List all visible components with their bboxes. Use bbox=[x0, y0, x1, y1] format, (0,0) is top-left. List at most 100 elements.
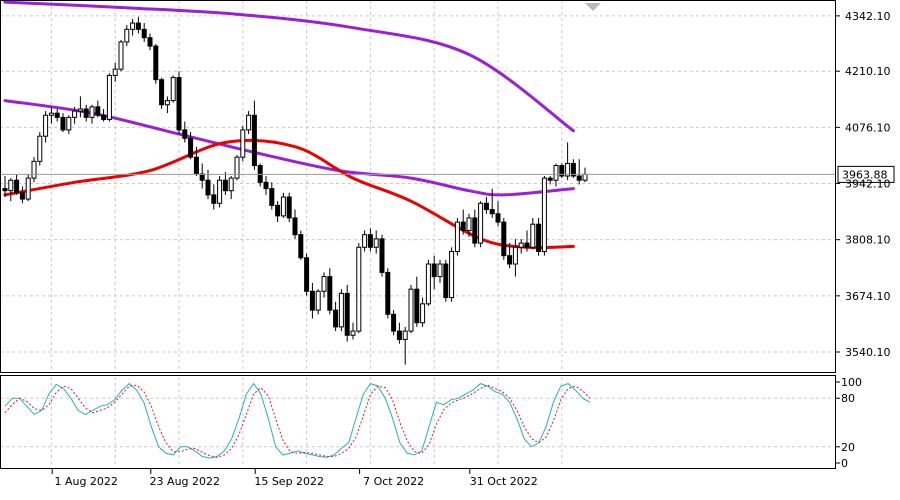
candle bbox=[373, 230, 379, 254]
candle bbox=[159, 77, 165, 109]
candle bbox=[118, 39, 124, 72]
candle bbox=[37, 132, 43, 166]
candle-body-up bbox=[518, 242, 524, 248]
stochastic-axis: 100 80 20 0 bbox=[836, 376, 862, 470]
candle bbox=[396, 322, 402, 344]
time-tick-label: 23 Aug 2022 bbox=[150, 475, 220, 488]
candle bbox=[164, 96, 170, 114]
candle bbox=[101, 108, 107, 122]
candle-body-up bbox=[164, 100, 170, 106]
candle-body-up bbox=[420, 303, 426, 324]
candle-body-up bbox=[402, 330, 408, 340]
candle-body-up bbox=[356, 246, 362, 332]
candle-body-down bbox=[14, 179, 20, 194]
candle-body-up bbox=[48, 112, 54, 116]
candle bbox=[170, 75, 176, 103]
candle bbox=[2, 176, 8, 197]
candle-body-down bbox=[391, 313, 397, 332]
candle-body-up bbox=[234, 156, 240, 179]
candle-body-up bbox=[321, 276, 327, 292]
candle-body-down bbox=[414, 288, 420, 324]
candle-body-down bbox=[60, 116, 66, 131]
candle-body-up bbox=[466, 217, 472, 232]
candle bbox=[362, 230, 368, 252]
price-tick-label: 4342.10 bbox=[845, 10, 891, 23]
candle bbox=[408, 284, 414, 334]
candle-body-up bbox=[315, 290, 321, 311]
candle-body-down bbox=[483, 202, 489, 211]
candle-body-up bbox=[425, 263, 431, 305]
current-price-layer: 3963.88 bbox=[0, 165, 895, 183]
candle-body-down bbox=[298, 234, 304, 259]
candle-body-down bbox=[101, 114, 107, 120]
candle bbox=[292, 209, 298, 239]
chart-shift-marker[interactable] bbox=[585, 3, 601, 11]
price-tick-label: 4210.10 bbox=[845, 65, 891, 78]
candle-body-down bbox=[83, 108, 89, 118]
candle bbox=[391, 310, 397, 336]
stoch-tick-label: 80 bbox=[841, 392, 855, 405]
candle bbox=[333, 301, 339, 332]
candle bbox=[89, 104, 95, 124]
candle bbox=[495, 201, 501, 227]
candle-body-down bbox=[576, 175, 582, 181]
candle bbox=[425, 259, 431, 306]
candle-body-down bbox=[396, 330, 402, 340]
candle-body-down bbox=[2, 188, 8, 192]
candle-body-up bbox=[72, 110, 78, 118]
candle bbox=[251, 100, 257, 170]
candle bbox=[553, 163, 559, 187]
candle bbox=[130, 18, 136, 36]
candle bbox=[414, 276, 420, 327]
candle-body-up bbox=[25, 177, 31, 200]
candle-body-down bbox=[507, 255, 513, 265]
candle bbox=[275, 201, 281, 223]
candle bbox=[19, 186, 25, 204]
candle-body-down bbox=[188, 137, 194, 158]
candle-body-down bbox=[263, 181, 269, 190]
candle-body-down bbox=[379, 238, 385, 273]
candle bbox=[66, 115, 72, 135]
candle-body-up bbox=[541, 177, 547, 252]
candle-body-down bbox=[472, 217, 478, 244]
candle-body-down bbox=[443, 263, 449, 299]
candle bbox=[547, 176, 553, 185]
candle-body-up bbox=[170, 77, 176, 102]
candle-body-up bbox=[37, 135, 43, 162]
stoch-tick-label: 0 bbox=[841, 457, 848, 470]
panel-borders bbox=[0, 0, 836, 469]
candle-body-down bbox=[333, 309, 339, 328]
candle-body-up bbox=[454, 221, 460, 252]
candle bbox=[466, 213, 472, 237]
stochastic-grid bbox=[0, 377, 836, 467]
stochastic-layer bbox=[4, 382, 591, 459]
candle bbox=[141, 23, 147, 42]
candle bbox=[338, 289, 344, 332]
candle-body-down bbox=[135, 22, 141, 30]
candle-body-up bbox=[246, 114, 252, 131]
candle-body-down bbox=[251, 114, 257, 167]
candle bbox=[315, 289, 321, 315]
candle bbox=[570, 159, 576, 179]
candle-body-up bbox=[217, 179, 223, 204]
moving-average-3 bbox=[3, 138, 575, 250]
candle-body-down bbox=[367, 234, 373, 248]
candle bbox=[304, 253, 310, 296]
current-price-box bbox=[837, 165, 895, 183]
candle bbox=[60, 113, 66, 133]
candle-body-down bbox=[222, 179, 228, 192]
time-axis: 1 Aug 2022 23 Aug 2022 15 Sep 2022 7 Oct 20… bbox=[51, 469, 538, 488]
stoch-tick-label: 100 bbox=[841, 376, 862, 389]
price-tick-label: 3808.10 bbox=[845, 234, 891, 247]
candle-body-up bbox=[512, 246, 518, 265]
candle bbox=[350, 322, 356, 340]
candle-body-up bbox=[112, 68, 118, 76]
sub-panel-border bbox=[0, 375, 836, 469]
candle-body-up bbox=[408, 288, 414, 332]
candle bbox=[217, 176, 223, 208]
candle bbox=[234, 155, 240, 181]
candle-body-down bbox=[95, 106, 101, 116]
candle-body-up bbox=[118, 41, 124, 70]
candle-body-down bbox=[385, 271, 391, 315]
candle bbox=[367, 228, 373, 252]
